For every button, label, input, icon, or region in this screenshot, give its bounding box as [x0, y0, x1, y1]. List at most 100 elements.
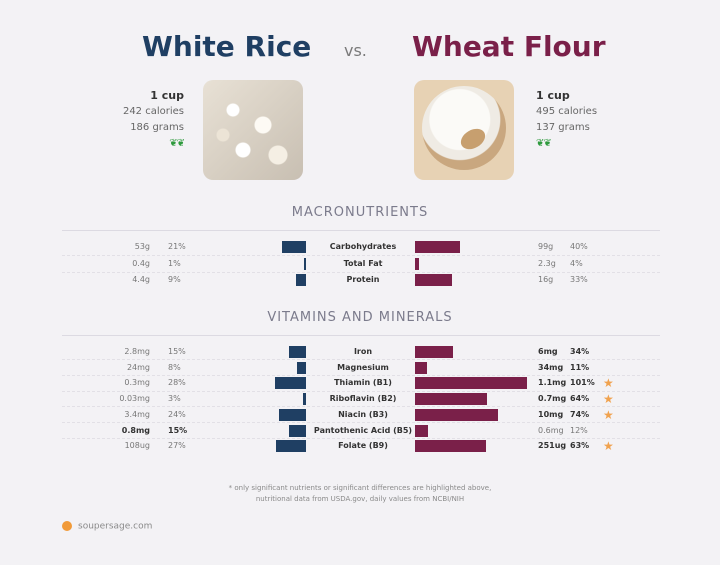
nutrient-row: 3.4mg 24% Niacin (B3) 10mg 74% ★: [0, 407, 720, 423]
nutrient-name: Magnesium: [337, 362, 389, 372]
left-bar: [289, 424, 306, 437]
left-grams: 186 grams: [130, 122, 184, 133]
row-divider: [62, 374, 660, 376]
left-bar: [274, 377, 306, 390]
footnote-line-1: * only significant nutrients or signific…: [228, 484, 492, 492]
right-bar: [415, 361, 428, 374]
nutrient-name: Thiamin (B1): [334, 378, 392, 388]
right-amount: 251ug: [538, 441, 567, 451]
left-bar: [302, 393, 306, 406]
right-percent: 40%: [570, 242, 588, 251]
left-amount: 24mg: [126, 362, 150, 372]
row-divider: [62, 406, 660, 408]
vitamins-title: VITAMINS AND MINERALS: [267, 310, 453, 325]
left-food-title: White Rice: [142, 30, 312, 63]
left-bar: [289, 346, 306, 358]
footnote-line-2: nutritional data from USDA.gov, daily va…: [255, 495, 465, 503]
right-grams: 137 grams: [536, 122, 590, 133]
vs-label: vs.: [344, 41, 367, 60]
nutrient-name: Folate (B9): [338, 441, 388, 451]
brand-text: soupersage.com: [78, 521, 153, 532]
left-percent: 3%: [168, 394, 181, 404]
left-food-info: 1 cup 242 calories 186 grams ❦❦: [122, 88, 185, 152]
left-amount: 0.03mg: [119, 394, 150, 404]
right-percent: 63%: [570, 441, 590, 451]
nutrient-name: Carbohydrates: [329, 242, 397, 251]
nutrient-name: Pantothenic Acid (B5): [313, 425, 413, 435]
star-icon: ★: [603, 407, 614, 422]
soupersage-logo-icon: [62, 521, 72, 531]
left-amount: 2.8mg: [124, 347, 150, 356]
right-percent: 11%: [570, 362, 590, 372]
right-amount: 99g: [538, 242, 554, 251]
left-bar: [304, 257, 306, 270]
right-percent: 4%: [570, 258, 583, 268]
right-percent: 12%: [570, 425, 588, 435]
right-amount: 0.6mg: [538, 425, 564, 435]
left-bar: [297, 361, 306, 374]
right-calories: 495 calories: [536, 106, 598, 117]
right-bar: [415, 424, 429, 437]
left-percent: 8%: [168, 362, 181, 372]
right-bar: [415, 377, 527, 390]
nutrient-row: 0.8mg 15% Pantothenic Acid (B5) 0.6mg 12%: [0, 423, 720, 439]
left-percent: 21%: [168, 242, 186, 251]
row-divider: [62, 422, 660, 423]
right-percent: 74%: [570, 409, 590, 419]
right-bar: [415, 346, 454, 358]
left-bar: [282, 241, 306, 253]
left-amount: 0.3mg: [124, 378, 150, 388]
row-divider: [62, 437, 660, 439]
macronutrients-title: MACRONUTRIENTS: [291, 205, 429, 220]
nutrient-row: 4.4g 9% Protein 16g 33%: [0, 272, 720, 288]
left-amount: 3.4mg: [124, 409, 150, 419]
star-icon: ★: [603, 376, 614, 391]
right-amount: 2.3g: [538, 258, 556, 268]
nutrient-name: Iron: [353, 347, 373, 356]
right-bar: [415, 440, 486, 453]
nutrient-row: 0.4g 1% Total Fat 2.3g 4%: [0, 256, 720, 272]
right-percent: 64%: [570, 394, 590, 404]
row-divider: [62, 271, 660, 273]
left-percent: 9%: [168, 275, 181, 284]
left-amount: 53g: [134, 242, 150, 251]
left-bar: [279, 408, 306, 421]
right-food-title: Wheat Flour: [412, 30, 606, 63]
nutrient-row: 108ug 27% Folate (B9) 251ug 63% ★: [0, 438, 720, 454]
nutrient-row: 2.8mg 15% Iron 6mg 34%: [0, 344, 720, 360]
nutrient-name: Total Fat: [343, 258, 383, 268]
footnote: * only significant nutrients or signific…: [0, 483, 720, 505]
right-amount: 34mg: [538, 362, 564, 372]
left-percent: 27%: [168, 441, 186, 451]
nutrient-name: Protein: [346, 275, 380, 284]
right-bar: [415, 408, 498, 421]
right-percent: 33%: [570, 275, 588, 284]
rice-photo: [203, 80, 303, 180]
left-bar: [295, 274, 306, 286]
left-calories: 242 calories: [122, 106, 184, 117]
left-percent: 15%: [168, 425, 188, 435]
nutrient-row: 0.3mg 28% Thiamin (B1) 1.1mg 101% ★: [0, 375, 720, 391]
nutrient-row: 53g 21% Carbohydrates 99g 40%: [0, 239, 720, 255]
right-serving: 1 cup: [536, 89, 570, 102]
star-icon: ★: [603, 439, 614, 454]
left-amount: 108ug: [124, 441, 150, 451]
right-percent: 34%: [570, 347, 590, 356]
flour-photo: [414, 80, 514, 180]
macronutrients-divider: [62, 230, 660, 231]
nutrient-row: 0.03mg 3% Riboflavin (B2) 0.7mg 64% ★: [0, 391, 720, 407]
right-percent: 101%: [570, 378, 595, 388]
brand[interactable]: soupersage.com: [62, 521, 152, 532]
right-amount: 16g: [538, 275, 554, 284]
left-percent: 15%: [168, 347, 186, 356]
row-divider: [62, 359, 660, 361]
left-bar: [275, 440, 306, 453]
right-amount: 1.1mg: [538, 378, 567, 388]
right-bar: [415, 257, 420, 270]
left-amount: 0.4g: [132, 258, 150, 268]
flour-bowl: [422, 86, 506, 170]
left-percent: 28%: [168, 378, 186, 388]
right-bar: [415, 393, 487, 406]
right-amount: 0.7mg: [538, 394, 567, 404]
right-bar: [415, 241, 460, 253]
